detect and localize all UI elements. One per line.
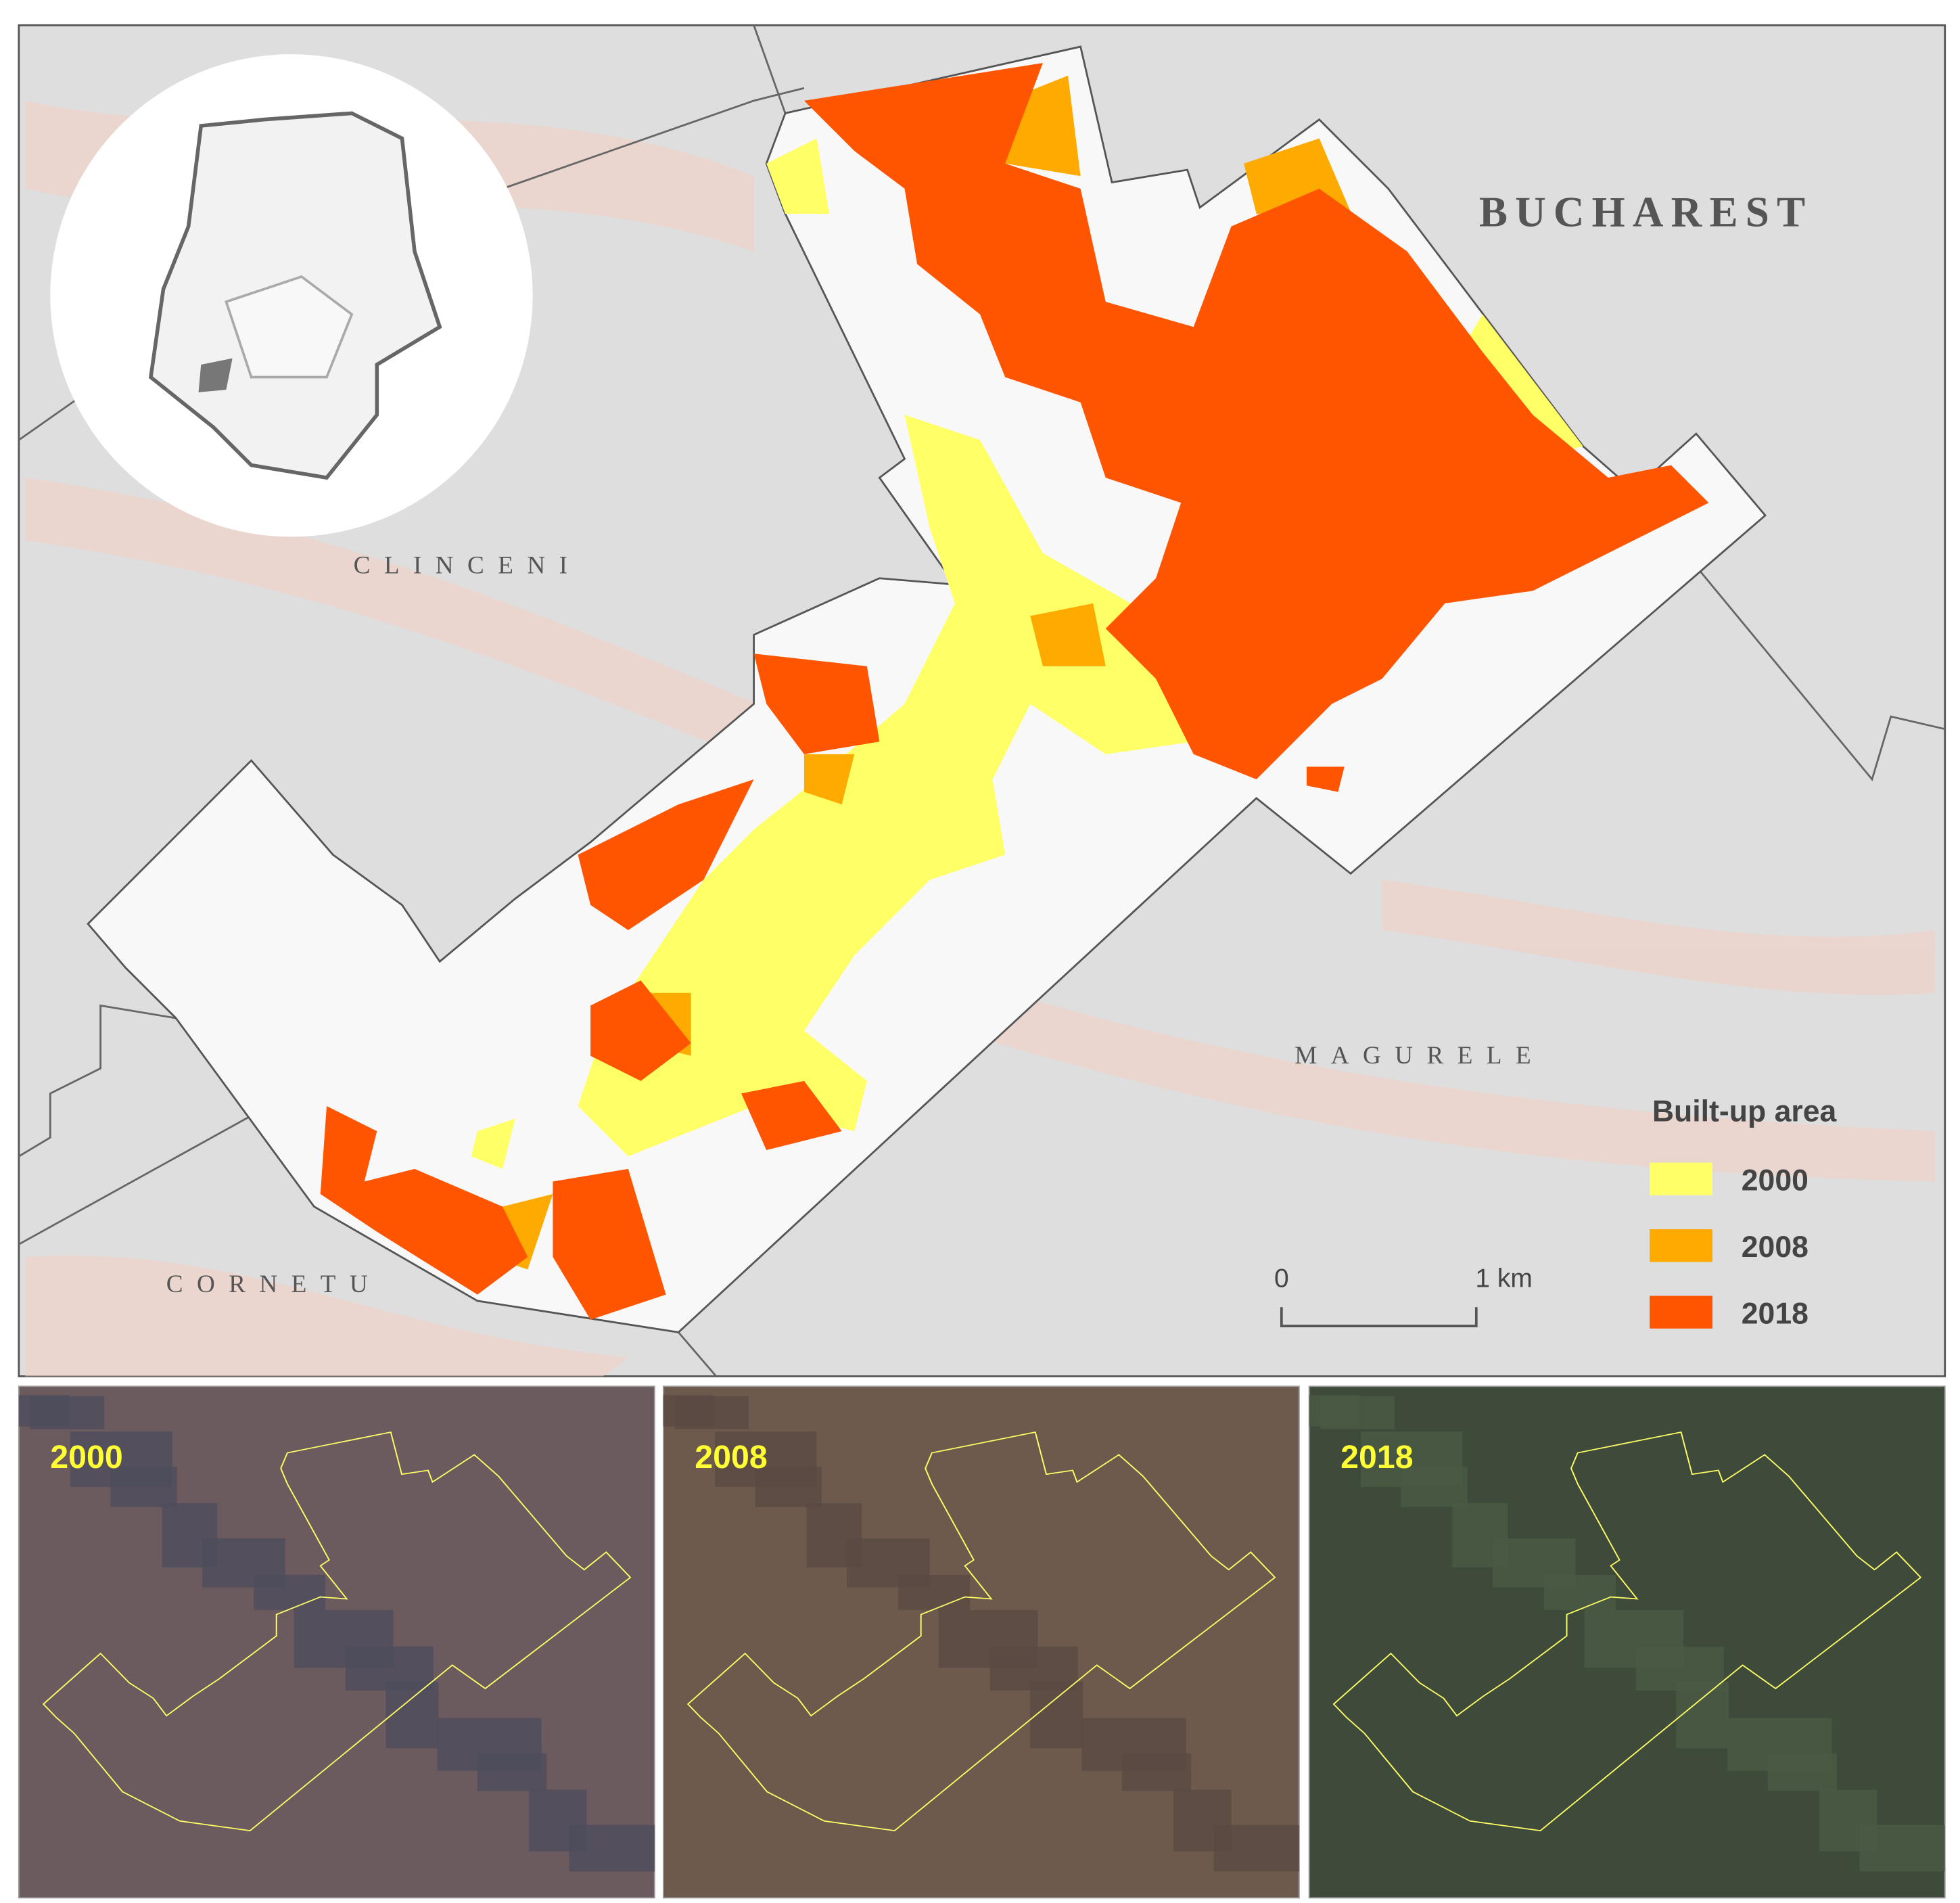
field	[70, 1431, 172, 1487]
panel-label: 2000	[50, 1439, 122, 1475]
field	[1727, 1718, 1832, 1771]
main-map: BUCHAREST CLINCENI MAGURELE CORNETU Buil…	[18, 24, 1946, 1377]
legend-label: 2018	[1742, 1297, 1809, 1330]
field	[254, 1574, 326, 1610]
field	[1635, 1646, 1724, 1691]
field	[674, 1396, 749, 1429]
panel-label: 2008	[695, 1439, 767, 1475]
field	[529, 1789, 587, 1852]
field	[345, 1646, 434, 1691]
field	[898, 1574, 971, 1610]
legend-swatch	[1650, 1296, 1713, 1329]
scale-bar: 0 1 km	[1274, 1264, 1533, 1327]
field	[1081, 1718, 1186, 1771]
field	[386, 1681, 439, 1749]
scale-label: 0	[1274, 1264, 1289, 1293]
field	[30, 1396, 105, 1429]
field	[1544, 1574, 1616, 1610]
place-label: BUCHAREST	[1479, 189, 1813, 236]
field	[1452, 1503, 1508, 1567]
legend-swatch	[1650, 1162, 1713, 1195]
field	[989, 1646, 1078, 1691]
place-label: CLINCENI	[354, 551, 582, 579]
field	[1173, 1789, 1232, 1852]
field	[162, 1503, 218, 1567]
legend-title: Built-up area	[1652, 1095, 1838, 1128]
field	[1320, 1396, 1395, 1429]
inset-city	[225, 275, 354, 379]
inset-map	[50, 54, 533, 537]
place-label: CORNETU	[166, 1270, 381, 1298]
scale-line	[1280, 1307, 1478, 1327]
place-label: MAGURELE	[1294, 1042, 1545, 1070]
field	[806, 1503, 862, 1567]
field	[1030, 1681, 1083, 1749]
field	[437, 1718, 542, 1771]
legend-swatch	[1650, 1229, 1713, 1262]
scale-label: 1 km	[1475, 1264, 1533, 1293]
field	[1676, 1681, 1729, 1749]
built-up-2000	[471, 138, 1583, 1169]
field	[1360, 1431, 1463, 1487]
inset-study-area	[198, 358, 233, 392]
field	[715, 1431, 817, 1487]
built-up	[320, 63, 1709, 1320]
built-up-2018	[320, 63, 1709, 1320]
legend-label: 2008	[1742, 1231, 1809, 1264]
satellite-panels: 2000 2008 2018	[18, 1385, 1946, 1899]
panel-label: 2018	[1340, 1439, 1413, 1475]
field	[1819, 1789, 1877, 1852]
legend: Built-up area 2000 2008 2018	[1650, 1095, 1838, 1330]
legend-label: 2000	[1742, 1164, 1809, 1197]
